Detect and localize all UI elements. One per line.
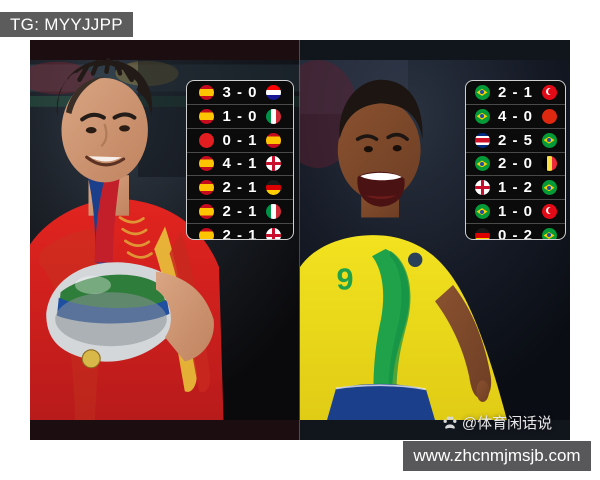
svg-text:9: 9 <box>336 263 353 297</box>
